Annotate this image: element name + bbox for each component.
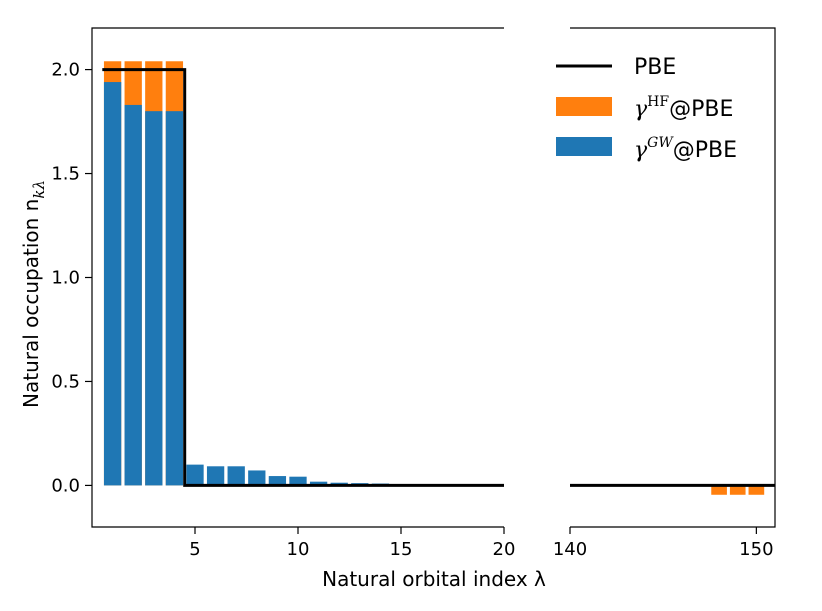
x-tick-label-p1-0: 5: [189, 539, 200, 560]
x-tick-label-p1-3: 20: [493, 539, 516, 560]
bar-gw-10: [289, 476, 307, 486]
legend-label-gw: γGW@PBE: [634, 135, 737, 163]
bars: [103, 61, 765, 495]
x-tick-label-p1-1: 10: [287, 539, 310, 560]
bar-hf-149: [729, 485, 746, 495]
legend-label-hf: γHF@PBE: [634, 94, 733, 122]
legend-label-pbe: PBE: [634, 55, 676, 80]
bar-hf-148: [711, 485, 727, 495]
bar-hf-150: [748, 485, 765, 495]
y-tick-label-4: 2.0: [51, 60, 80, 81]
y-tick-label-0: 0.0: [51, 475, 80, 496]
y-axis-label: Natural occupation nkλ: [19, 180, 48, 408]
bar-gw-5: [186, 464, 204, 486]
y-axis-label-subscript: kλ: [30, 180, 48, 199]
legend-label-gw-sup: GW: [647, 135, 674, 151]
legend-label-hf-sup: HF: [647, 94, 669, 110]
y-tick-label-3: 1.5: [51, 164, 80, 185]
x-tick-label-p2-1: 150: [739, 539, 773, 560]
legend-handle-hf: [556, 97, 612, 116]
y-tick-label-1: 0.5: [51, 371, 80, 392]
bar-gw-9: [268, 476, 287, 486]
x-axis-label: Natural orbital index λ: [322, 567, 546, 591]
right-panel-frame: [570, 27, 776, 528]
legend-label-hf-suffix: @PBE: [669, 97, 733, 122]
pbe-step-line-panel-1: [102, 68, 504, 487]
bar-gw-6: [206, 466, 225, 486]
bar-gw-2: [124, 104, 142, 486]
legend-handle-gw: [556, 137, 612, 156]
bar-gw-8: [248, 470, 266, 486]
bar-gw-4: [165, 111, 184, 486]
bar-gw-1: [103, 82, 122, 486]
y-tick-label-2: 1.0: [51, 268, 80, 289]
bar-gw-7: [227, 466, 245, 486]
bar-gw-3: [145, 111, 163, 486]
bar-gw-11: [309, 481, 328, 486]
x-tick-label-p1-2: 15: [390, 539, 413, 560]
x-tick-label-p2-0: 140: [553, 539, 587, 560]
pbe-line: [102, 68, 775, 487]
y-axis-label-text: Natural occupation n: [19, 199, 43, 408]
ticks: 0.0 0.5 1.0 1.5 2.0 5 10 15 20 140 150: [51, 60, 773, 560]
legend-label-gw-suffix: @PBE: [673, 138, 737, 163]
legend-label-hf-base: γ: [634, 97, 648, 122]
legend: PBE γHF@PBE γGW@PBE: [556, 55, 737, 163]
legend-label-gw-base: γ: [634, 138, 648, 163]
